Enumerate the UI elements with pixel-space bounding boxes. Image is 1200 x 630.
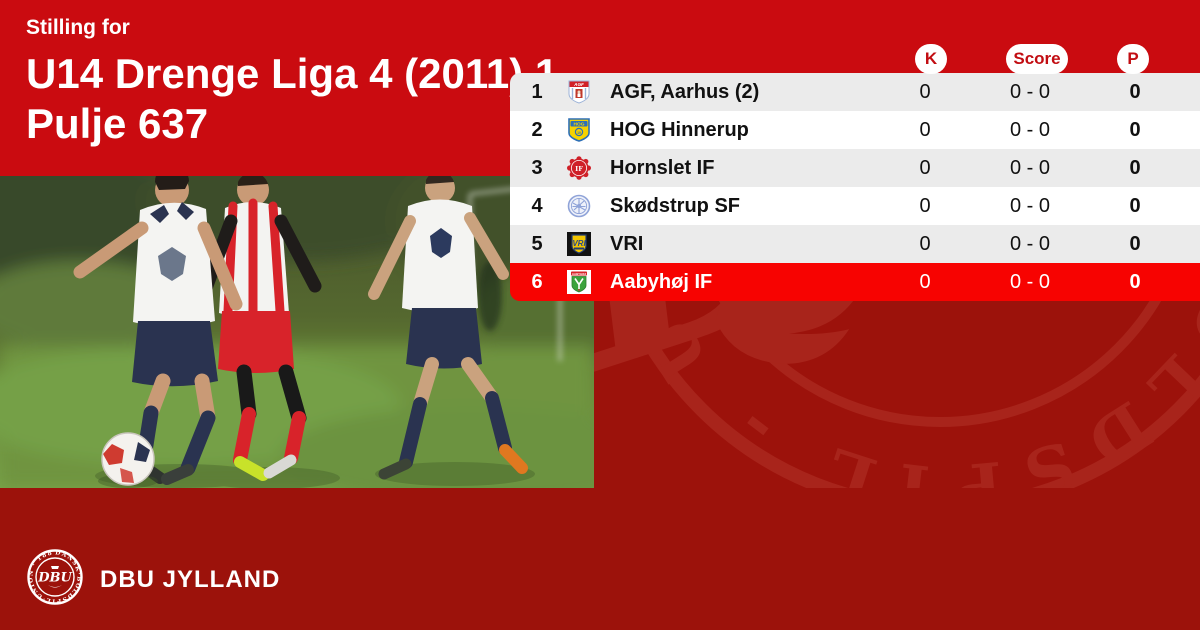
rank-cell: 1 bbox=[531, 80, 543, 103]
club-logo: IF bbox=[564, 154, 594, 182]
eyebrow-text: Stilling for bbox=[26, 16, 130, 39]
score-cell: 0 - 0 bbox=[1009, 118, 1051, 141]
footer-brand: DANSK·BOLDSPIL·UNION · 1889 · DBU DBU JY… bbox=[23, 543, 281, 611]
matches-cell: 0 bbox=[919, 232, 931, 255]
rank-cell: 6 bbox=[531, 270, 543, 293]
hog-hinnerup-logo: HOG 19 bbox=[568, 118, 590, 142]
team-name-cell: Aabyhøj IF bbox=[610, 270, 713, 293]
player-white-left bbox=[73, 176, 243, 485]
points-cell: 0 bbox=[1129, 80, 1141, 103]
points-cell: 0 bbox=[1129, 270, 1141, 293]
table-row: 6 AABYHØJ IF Aabyhøj IF 0 0 - 0 0 bbox=[510, 263, 1200, 301]
player-white-right bbox=[368, 176, 528, 480]
title-line-2: Pulje 637 bbox=[26, 100, 209, 147]
matches-cell: 0 bbox=[919, 156, 931, 179]
column-badge-score: Score bbox=[1006, 44, 1068, 74]
matches-cell: 0 bbox=[919, 118, 931, 141]
svg-text:IF: IF bbox=[578, 288, 581, 292]
brand-text: DBU JYLLAND bbox=[100, 565, 281, 593]
skodstrup-sf-logo bbox=[567, 194, 591, 218]
points-cell: 0 bbox=[1129, 194, 1141, 217]
team-name-cell: Skødstrup SF bbox=[610, 194, 741, 217]
club-logo: HOG 19 bbox=[564, 116, 594, 144]
score-cell: 0 - 0 bbox=[1009, 194, 1051, 217]
title-block: Stilling for U14 Drenge Liga 4 (2011) 1.… bbox=[26, 14, 582, 149]
club-logo: AABYHØJ IF bbox=[564, 268, 594, 296]
vri-logo: VRI bbox=[567, 232, 591, 256]
table-row: 4 Skødstrup SF 0 0 - 0 0 bbox=[510, 187, 1200, 225]
score-cell: 0 - 0 bbox=[1009, 156, 1051, 179]
matches-cell: 0 bbox=[919, 270, 931, 293]
standings-table: 1 AGF AGF, Aarhus (2) 0 0 - 0 0 2 HOG 19… bbox=[510, 73, 1200, 301]
rank-cell: 5 bbox=[531, 232, 543, 255]
team-name-cell: HOG Hinnerup bbox=[610, 118, 749, 141]
points-cell: 0 bbox=[1129, 156, 1141, 179]
score-cell: 0 - 0 bbox=[1009, 80, 1051, 103]
team-name-cell: AGF, Aarhus (2) bbox=[610, 80, 760, 103]
page-title: U14 Drenge Liga 4 (2011) 1.. Pulje 637 bbox=[26, 49, 582, 149]
svg-text:IF: IF bbox=[575, 165, 583, 173]
club-logo: AGF bbox=[564, 78, 594, 106]
svg-text:DBU: DBU bbox=[37, 571, 72, 586]
team-name-cell: Hornslet IF bbox=[610, 156, 715, 179]
svg-text:AABYHØJ: AABYHØJ bbox=[572, 272, 587, 276]
svg-text:AGF: AGF bbox=[573, 82, 584, 87]
svg-text:HOG: HOG bbox=[574, 121, 585, 127]
column-badge-p: P bbox=[1117, 44, 1149, 74]
rank-cell: 3 bbox=[531, 156, 543, 179]
team-name-cell: VRI bbox=[610, 232, 644, 255]
rank-cell: 2 bbox=[531, 118, 543, 141]
title-line-1: U14 Drenge Liga 4 (2011) 1.. bbox=[26, 50, 582, 97]
club-logo bbox=[564, 192, 594, 220]
hornslet-if-logo: IF bbox=[567, 156, 591, 180]
club-logo: VRI bbox=[564, 230, 594, 258]
rank-cell: 4 bbox=[531, 194, 543, 217]
matches-cell: 0 bbox=[919, 194, 931, 217]
matches-cell: 0 bbox=[919, 80, 931, 103]
table-row: 5 VRI VRI 0 0 - 0 0 bbox=[510, 225, 1200, 263]
aabyhoj-if-logo: AABYHØJ IF bbox=[567, 270, 591, 294]
column-badge-k: K bbox=[915, 44, 947, 74]
match-photo bbox=[0, 176, 594, 488]
score-cell: 0 - 0 bbox=[1009, 232, 1051, 255]
score-cell: 0 - 0 bbox=[1009, 270, 1051, 293]
table-row: 2 HOG 19 HOG Hinnerup 0 0 - 0 0 bbox=[510, 111, 1200, 149]
svg-text:19: 19 bbox=[577, 131, 581, 135]
agf-logo: AGF bbox=[568, 80, 590, 104]
points-cell: 0 bbox=[1129, 118, 1141, 141]
svg-text:VRI: VRI bbox=[572, 239, 586, 248]
table-row: 1 AGF AGF, Aarhus (2) 0 0 - 0 0 bbox=[510, 73, 1200, 111]
points-cell: 0 bbox=[1129, 232, 1141, 255]
dbu-crest-icon: DANSK·BOLDSPIL·UNION · 1889 · DBU bbox=[23, 543, 84, 611]
soccer-ball bbox=[98, 432, 158, 488]
table-row: 3 IF Hornslet IF 0 0 - 0 0 bbox=[510, 149, 1200, 187]
